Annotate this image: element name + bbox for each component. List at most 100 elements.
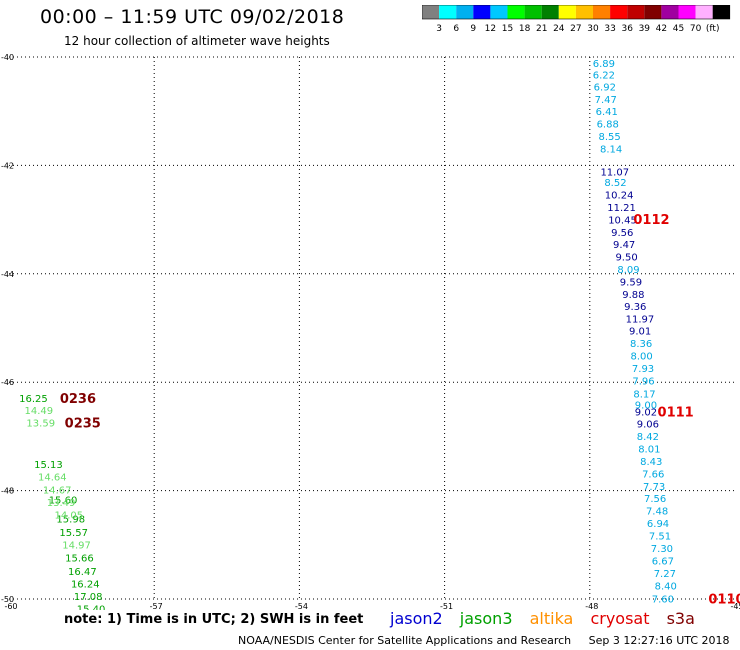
wave-height-value: 7.30 [651, 544, 673, 555]
color-tick-label: 6 [453, 24, 459, 34]
wave-height-value: 10.45 [608, 216, 637, 227]
chart-subtitle: 12 hour collection of altimeter wave hei… [64, 34, 330, 48]
wave-height-value: 8.52 [604, 178, 626, 189]
wave-height-value: 9.47 [613, 240, 635, 251]
pass-time-label: 0236 [60, 392, 96, 407]
color-swatch [712, 5, 730, 19]
x-tick-label: -51 [440, 602, 453, 610]
color-tick-label: 33 [604, 24, 615, 34]
wave-height-value: 16.47 [68, 567, 97, 578]
wave-height-value: 7.60 [652, 594, 674, 605]
wave-height-value: 7.93 [632, 364, 654, 375]
wave-height-value: 7.66 [642, 469, 664, 480]
wave-height-value: 9.00 [635, 400, 657, 411]
color-swatch [610, 5, 628, 19]
wave-height-chart: -60 -57 -54 -51 -48 -45 -40 -42 -44 -46 -48 -50 16.2… [1, 53, 740, 610]
x-tick-label: -54 [295, 602, 308, 610]
wave-height-value: 7.51 [649, 532, 671, 543]
timestamp: Sep 3 12:27:16 UTC 2018 [588, 634, 730, 647]
wave-height-value: 7.96 [632, 377, 654, 388]
color-swatch [524, 5, 542, 19]
wave-height-value: 8.01 [638, 444, 660, 455]
wave-height-value: 8.55 [599, 132, 621, 143]
y-tick-label: -42 [1, 161, 14, 170]
y-tick-label: -48 [1, 487, 14, 496]
wave-height-value: 8.36 [630, 339, 652, 350]
color-tick-label: 39 [639, 24, 651, 34]
wave-height-value: 9.50 [615, 252, 637, 263]
y-tick-label: -50 [1, 595, 14, 604]
wave-height-value: 16.25 [19, 394, 48, 405]
wave-height-value: 8.43 [640, 457, 662, 468]
color-tick-label: 24 [553, 24, 565, 34]
x-tick-label: -57 [150, 602, 163, 610]
wave-height-value: 8.42 [637, 432, 659, 443]
wave-height-value: 13.59 [26, 418, 55, 429]
color-tick-label: 42 [656, 24, 667, 34]
wave-height-value: 7.27 [654, 569, 676, 580]
pass-time-label: 0112 [633, 213, 669, 228]
wave-height-value: 13.49 [47, 498, 76, 509]
legend-s3a: s3a [666, 609, 695, 628]
wave-height-value: 9.59 [620, 277, 642, 288]
legend-jason3: jason3 [459, 609, 513, 628]
wave-height-value: 6.22 [593, 70, 615, 81]
color-tick-label: 30 [587, 24, 599, 34]
wave-height-value: 7.73 [643, 482, 665, 493]
wave-height-value: 15.13 [34, 460, 63, 471]
color-tick-label: (ft) [706, 24, 720, 34]
wave-height-value: 8.17 [633, 390, 655, 401]
wave-height-value: 17.08 [74, 592, 103, 603]
wave-height-value: 15.60 [49, 495, 78, 506]
wave-height-value: 14.97 [62, 540, 91, 551]
y-tick-label: -40 [1, 53, 14, 62]
color-swatch [627, 5, 645, 19]
wave-height-value: 14.67 [43, 486, 72, 497]
color-scale-legend: 3 6 9 12 15 18 21 24 27 30 33 36 39 42 45 70 (ft) [422, 5, 731, 34]
pass-time-label: 0110 [708, 592, 740, 607]
color-swatch [456, 5, 474, 19]
wave-height-value: 9.36 [624, 302, 646, 313]
chart-title: 00:00 – 11:59 UTC 09/02/2018 [40, 6, 345, 28]
wave-height-value: 7.48 [646, 507, 668, 518]
color-tick-label: 15 [502, 24, 513, 34]
wave-height-value: 11.07 [600, 167, 629, 178]
wave-height-value: 6.92 [594, 82, 616, 93]
wave-height-value: 15.66 [65, 553, 94, 564]
wave-height-value: 16.24 [71, 579, 100, 590]
color-swatch [695, 5, 713, 19]
pass-time-label: 0235 [65, 416, 101, 431]
x-tick-label: -48 [585, 602, 598, 610]
wave-height-value: 11.97 [626, 314, 655, 325]
wave-height-value: 9.56 [611, 228, 633, 239]
color-swatch [558, 5, 576, 19]
color-swatch [490, 5, 508, 19]
color-tick-label: 21 [536, 24, 547, 34]
color-swatch [473, 5, 491, 19]
wave-height-value: 9.88 [622, 290, 644, 301]
wave-height-value: 8.09 [617, 265, 639, 276]
legend-altika: altika [529, 609, 574, 628]
legend-cryosat: cryosat [590, 609, 650, 628]
x-tick-label: -60 [4, 602, 17, 610]
wave-height-value: 6.41 [596, 107, 618, 118]
color-swatch [422, 5, 440, 19]
color-bar-border [422, 5, 731, 20]
y-tick-label: -46 [1, 378, 14, 387]
footnote: note: 1) Time is in UTC; 2) SWH is in fe… [64, 612, 364, 627]
color-swatch [541, 5, 559, 19]
color-tick-label: 18 [519, 24, 531, 34]
x-tick-label: -45 [730, 602, 740, 610]
color-tick-label: 12 [485, 24, 496, 34]
wave-height-value: 9.02 [635, 408, 657, 419]
wave-height-value: 11.21 [607, 203, 636, 214]
wave-height-value: 10.24 [605, 191, 634, 202]
wave-height-value: 8.40 [655, 581, 677, 592]
wave-height-value: 9.01 [629, 327, 651, 338]
color-swatch [678, 5, 696, 19]
pass-time-label: 0111 [658, 406, 694, 421]
color-swatch [661, 5, 679, 19]
wave-height-value: 9.06 [637, 419, 659, 430]
color-tick-label: 27 [570, 24, 581, 34]
wave-height-value: 6.94 [647, 519, 669, 530]
